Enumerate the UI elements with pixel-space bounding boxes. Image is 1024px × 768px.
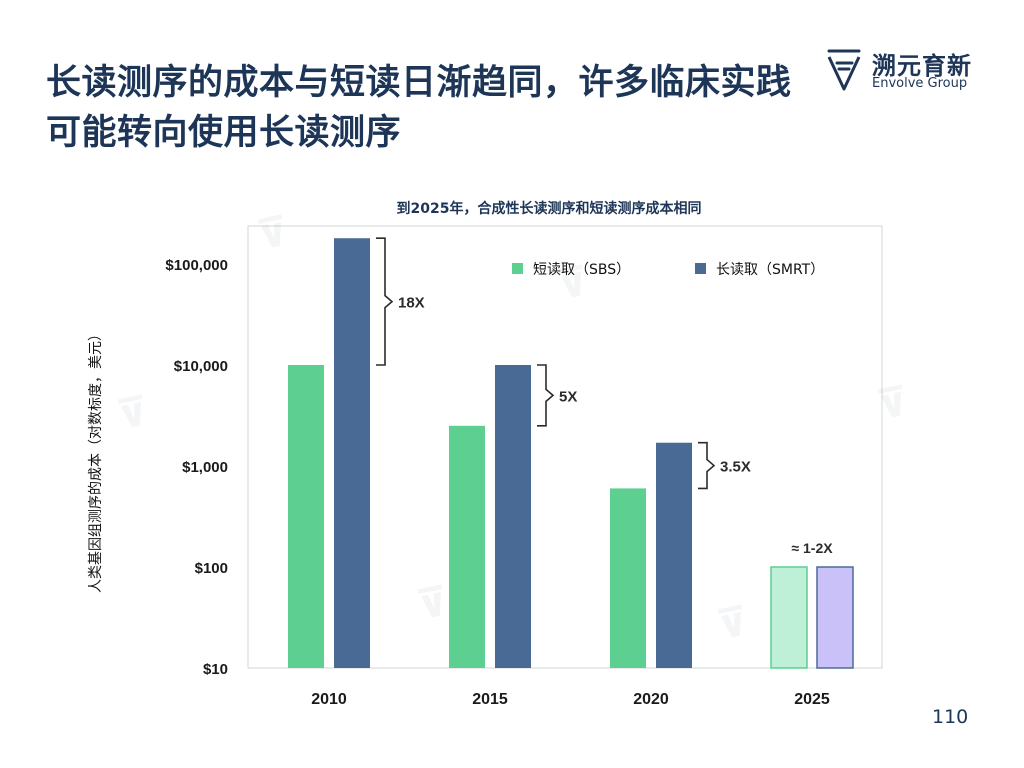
y-axis-label: 人类基因组测序的成本（对数标度，美元） bbox=[87, 327, 104, 593]
x-tick-label: 2015 bbox=[472, 691, 508, 708]
y-axis-ticks: $100,000 $10,000 $1,000 $100 $10 bbox=[165, 257, 228, 678]
legend-label-long-read: 长读取（SMRT） bbox=[716, 261, 824, 278]
y-tick-label: $100 bbox=[195, 560, 228, 577]
legend-label-short-read: 短读取（SBS） bbox=[533, 261, 630, 278]
legend-swatch-short-read bbox=[512, 263, 523, 274]
y-tick-label: $10,000 bbox=[174, 358, 228, 375]
ratio-bracket bbox=[376, 237, 394, 366]
bar-long-read bbox=[816, 566, 854, 669]
y-tick-label: $10 bbox=[203, 661, 228, 678]
x-tick-label: 2025 bbox=[794, 691, 830, 708]
bar-long-read bbox=[495, 365, 531, 668]
bars bbox=[288, 238, 854, 669]
ratio-label: ≈ 1-2X bbox=[791, 540, 833, 556]
y-tick-label: $1,000 bbox=[182, 459, 228, 476]
plot-area bbox=[247, 225, 883, 669]
ratio-label: 5X bbox=[559, 388, 577, 405]
page-title: 长读测序的成本与短读日渐趋同，许多临床实践可能转向使用长读测序 bbox=[46, 63, 792, 153]
x-tick-label: 2010 bbox=[311, 691, 347, 708]
bar-short-read bbox=[288, 365, 324, 668]
y-tick-label: $100,000 bbox=[165, 257, 228, 274]
ratio-label: 3.5X bbox=[720, 459, 751, 476]
bar-long-read bbox=[334, 238, 370, 669]
x-axis-ticks: 2010 2015 2020 2025 bbox=[311, 691, 830, 708]
bar-short-read bbox=[770, 566, 808, 669]
ratio-bracket bbox=[537, 364, 555, 427]
brand-name-en: Envolve Group bbox=[872, 76, 968, 91]
chart-title: 到2025年，合成性长读测序和短读测序成本相同 bbox=[397, 200, 702, 217]
x-tick-label: 2020 bbox=[633, 691, 669, 708]
brand-name: 溯元育新 bbox=[872, 52, 972, 80]
bar-short-read bbox=[449, 425, 485, 668]
bar-long-read bbox=[656, 442, 692, 668]
bar-short-read bbox=[610, 488, 646, 668]
brand: 溯元育新 Envolve Group bbox=[826, 46, 996, 96]
legend: 短读取（SBS） 长读取（SMRT） bbox=[512, 261, 824, 278]
page-number: 110 bbox=[932, 706, 969, 728]
ratio-label: 18X bbox=[398, 295, 425, 312]
ratio-brackets: 18X 5X 3.5X ≈ 1-2X bbox=[376, 237, 833, 556]
envolve-logo-icon bbox=[827, 49, 861, 91]
ratio-bracket bbox=[698, 441, 716, 490]
legend-swatch-long-read bbox=[695, 263, 706, 274]
